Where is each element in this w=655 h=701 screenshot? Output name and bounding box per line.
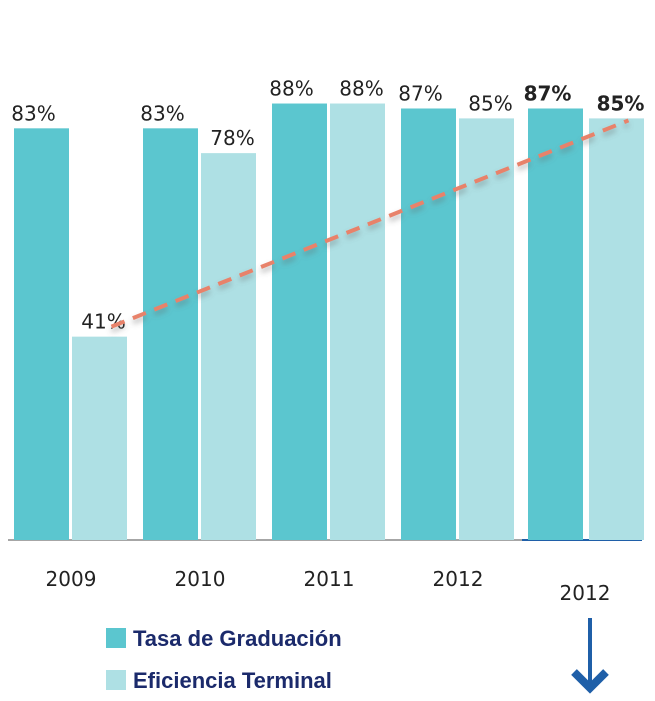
bar bbox=[14, 128, 69, 540]
value-label: 87% bbox=[524, 81, 572, 105]
x-tick-label: 2012 bbox=[433, 567, 484, 591]
bar bbox=[589, 118, 644, 541]
value-label: 41% bbox=[81, 310, 125, 334]
value-label: 83% bbox=[11, 101, 55, 125]
bar bbox=[143, 128, 198, 540]
value-label: 83% bbox=[140, 101, 184, 125]
bar bbox=[72, 336, 127, 540]
bar bbox=[401, 108, 456, 540]
value-label: 87% bbox=[398, 81, 442, 105]
value-label: 85% bbox=[597, 91, 645, 115]
legend-label: Tasa de Graduación bbox=[133, 626, 342, 651]
bar bbox=[459, 118, 514, 541]
x-tick-label: 2011 bbox=[304, 567, 355, 591]
value-label: 85% bbox=[468, 91, 512, 115]
bar bbox=[528, 108, 583, 540]
trend-line bbox=[110, 118, 630, 329]
x-tick-label: 2009 bbox=[46, 567, 97, 591]
legend-label: Eficiencia Terminal bbox=[133, 668, 332, 693]
bar bbox=[272, 103, 327, 541]
value-label: 88% bbox=[339, 77, 383, 101]
x-tick-label: 2012 bbox=[560, 581, 611, 605]
bar bbox=[201, 153, 256, 540]
value-label: 88% bbox=[269, 77, 313, 101]
legend-swatch bbox=[106, 670, 126, 690]
legend-swatch bbox=[106, 628, 126, 648]
value-label: 78% bbox=[210, 126, 254, 150]
x-tick-label: 2010 bbox=[175, 567, 226, 591]
bar bbox=[330, 103, 385, 541]
